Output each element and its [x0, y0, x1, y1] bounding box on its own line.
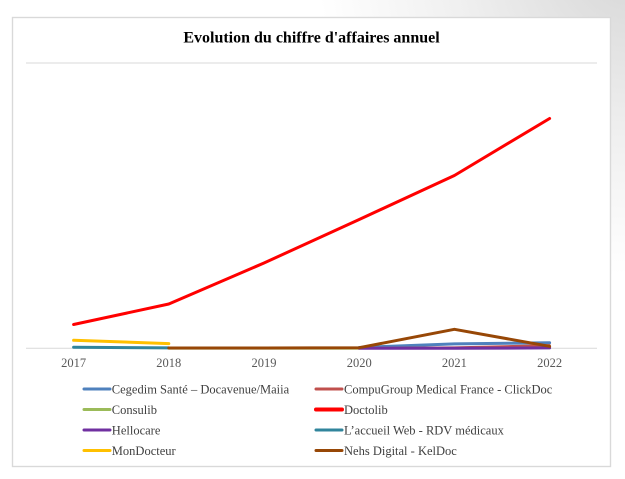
svg-text:Consulib: Consulib	[112, 403, 157, 417]
svg-text:Doctolib: Doctolib	[344, 403, 388, 417]
svg-text:CompuGroup Medical France - Cl: CompuGroup Medical France - ClickDoc	[344, 382, 553, 396]
svg-text:2019: 2019	[252, 356, 277, 370]
svg-text:Nehs Digital - KelDoc: Nehs Digital - KelDoc	[344, 444, 457, 458]
svg-text:2021: 2021	[442, 356, 467, 370]
svg-text:2020: 2020	[347, 356, 372, 370]
svg-text:L’accueil Web - RDV médicaux: L’accueil Web - RDV médicaux	[344, 423, 505, 437]
svg-text:Hellocare: Hellocare	[112, 423, 161, 437]
svg-text:2022: 2022	[537, 356, 562, 370]
svg-text:Cegedim Santé – Docavenue/Maii: Cegedim Santé – Docavenue/Maiia	[112, 382, 290, 396]
svg-text:Evolution du chiffre d'affaire: Evolution du chiffre d'affaires annuel	[183, 29, 440, 46]
svg-text:MonDocteur: MonDocteur	[112, 444, 177, 458]
svg-text:2018: 2018	[156, 356, 181, 370]
svg-text:2017: 2017	[61, 356, 86, 370]
